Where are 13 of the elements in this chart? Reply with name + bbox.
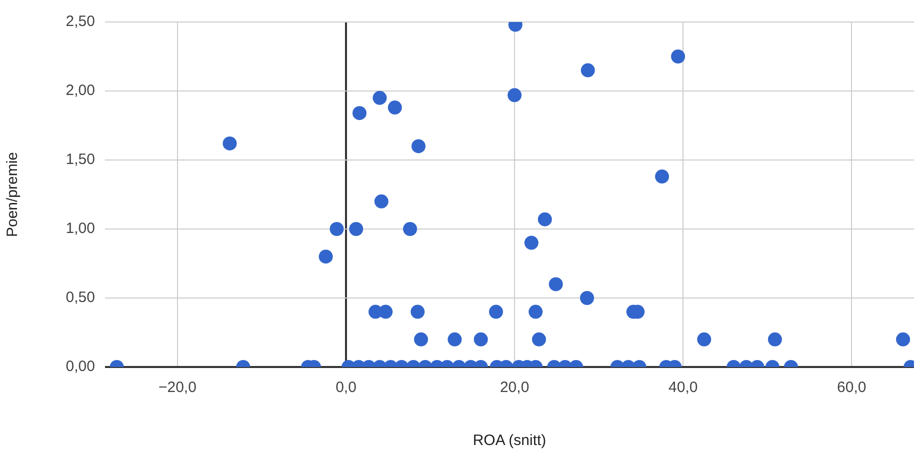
y-tick-label: 1,50 — [66, 151, 95, 168]
y-tick-label: 2,50 — [66, 13, 95, 30]
x-tick-label: −20,0 — [158, 379, 196, 396]
y-tick-label: 2,00 — [66, 82, 95, 100]
x-tick-label: 20,0 — [500, 379, 530, 396]
x-tick-label: 0,0 — [336, 379, 356, 396]
y-tick-label: 0,00 — [66, 358, 95, 376]
y-tick-label: 1,00 — [66, 220, 95, 238]
x-tick-label: 60,0 — [837, 379, 866, 396]
y-tick-label: 0,50 — [66, 289, 95, 306]
x-tick-label: 40,0 — [668, 379, 698, 396]
y-axis-title: Poen/premie — [4, 152, 22, 238]
x-axis-title: ROA (snitt) — [472, 432, 546, 450]
